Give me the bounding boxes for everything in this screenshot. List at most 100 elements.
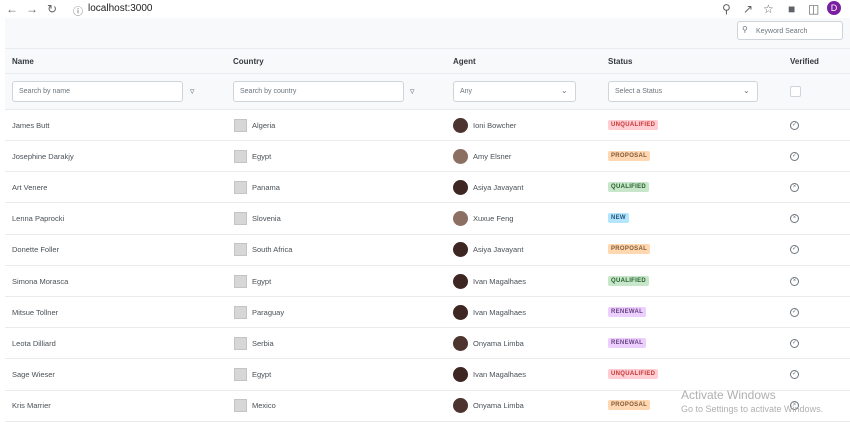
name-cell: Josephine Darakjy <box>12 151 74 161</box>
share-icon[interactable]: ↗ <box>743 2 754 16</box>
country-cell: Serbia <box>252 338 274 348</box>
agent-cell: Asiya Javayant <box>473 182 524 192</box>
table-row[interactable] <box>5 297 850 329</box>
name-cell: James Butt <box>12 120 50 130</box>
agent-cell: Xuxue Feng <box>473 214 514 224</box>
reload-button[interactable]: ↻ <box>47 2 58 16</box>
status-badge: UNQUALIFIED <box>608 369 659 380</box>
status-badge: PROPOSAL <box>608 244 651 255</box>
column-header[interactable]: Status <box>608 57 633 66</box>
country-flag <box>234 118 247 132</box>
status-badge: QUALIFIED <box>608 275 650 286</box>
name-cell: Lenna Paprocki <box>12 214 65 224</box>
sidepanel-icon[interactable]: ◫ <box>808 2 820 16</box>
extensions-icon[interactable]: ■ <box>788 2 796 16</box>
agent-avatar <box>453 179 468 195</box>
name-cell: Sage Wieser <box>12 370 55 380</box>
verified-icon: × <box>790 276 799 286</box>
browser-bar <box>0 0 850 18</box>
country-flag <box>234 274 247 288</box>
table-row[interactable] <box>5 172 850 204</box>
agent-cell: Onyama Limba <box>473 338 524 348</box>
agent-avatar <box>453 367 468 383</box>
table-row[interactable] <box>5 360 850 391</box>
agent-avatar <box>453 242 468 258</box>
filter-icon[interactable]: ▿ <box>410 86 415 96</box>
table-row[interactable] <box>5 391 850 422</box>
keyword-search[interactable]: Keyword Search <box>737 21 843 40</box>
country-cell: South Africa <box>252 245 293 255</box>
table-row[interactable] <box>5 328 850 360</box>
verified-icon: ✓ <box>790 338 799 348</box>
agent-avatar <box>453 211 468 227</box>
country-flag <box>234 399 247 413</box>
column-header[interactable]: Country <box>233 57 264 66</box>
info-icon: ⓘ <box>73 7 83 18</box>
agent-cell: Asiya Javayant <box>473 245 524 255</box>
watermark-title: Activate Windows <box>681 388 776 402</box>
verified-filter[interactable] <box>790 86 801 97</box>
agent-cell: Ivan Magalhaes <box>473 370 526 380</box>
status-badge: PROPOSAL <box>608 150 651 161</box>
country-cell: Paraguay <box>252 307 285 317</box>
bookmark-icon[interactable]: ☆ <box>763 2 774 16</box>
table-row[interactable] <box>5 110 850 141</box>
status-filter[interactable]: Select a Status <box>608 81 758 102</box>
column-header[interactable]: Name <box>12 57 34 66</box>
country-cell: Mexico <box>252 401 276 411</box>
country-cell: Egypt <box>252 276 272 286</box>
name-cell: Art Venere <box>12 182 48 192</box>
agent-avatar <box>453 304 468 320</box>
status-badge: NEW <box>608 213 629 224</box>
agent-avatar <box>453 273 468 289</box>
column-header[interactable]: Verified <box>790 57 819 66</box>
verified-icon: ✓ <box>790 151 799 161</box>
agent-cell: Amy Elsner <box>473 151 512 161</box>
search-icon: ⚲ <box>742 25 748 34</box>
dropdown-arrow: ⌄ <box>743 86 750 95</box>
name-filter[interactable]: Search by name <box>12 81 183 102</box>
name-cell: Leota Dilliard <box>12 338 56 348</box>
status-badge: PROPOSAL <box>608 400 651 411</box>
country-cell: Slovenia <box>252 214 281 224</box>
status-badge: UNQUALIFIED <box>608 119 659 130</box>
address-bar[interactable]: localhost:3000 <box>88 3 153 14</box>
country-flag <box>234 180 247 194</box>
agent-filter[interactable]: Any <box>453 81 576 102</box>
agent-cell: Ivan Magalhaes <box>473 307 526 317</box>
status-badge: QUALIFIED <box>608 181 650 192</box>
agent-avatar <box>453 117 468 133</box>
table-row[interactable] <box>5 266 850 297</box>
table-row[interactable] <box>5 204 850 235</box>
country-filter[interactable]: Search by country <box>233 81 404 102</box>
verified-icon: ✓ <box>790 307 799 317</box>
table-row[interactable] <box>5 235 850 266</box>
verified-icon: ✓ <box>790 245 799 255</box>
agent-avatar <box>453 148 468 164</box>
agent-cell: Ivan Magalhaes <box>473 276 526 286</box>
verified-icon: × <box>790 401 799 411</box>
country-flag <box>234 149 247 163</box>
table-row[interactable] <box>5 141 850 173</box>
agent-cell: Onyama Limba <box>473 401 524 411</box>
verified-icon: ✓ <box>790 120 799 130</box>
table-toolbar <box>5 18 850 49</box>
name-cell: Donette Foller <box>12 245 60 255</box>
profile-avatar[interactable]: D <box>827 1 841 15</box>
filter-icon[interactable]: ▿ <box>190 86 195 96</box>
column-header[interactable]: Agent <box>453 57 476 66</box>
header-row <box>5 49 850 74</box>
country-flag <box>234 243 247 257</box>
country-flag <box>234 368 247 382</box>
country-cell: Egypt <box>252 151 272 161</box>
country-cell: Egypt <box>252 370 272 380</box>
back-button[interactable]: ← <box>6 2 18 16</box>
status-badge: RENEWAL <box>608 306 647 317</box>
forward-button[interactable]: → <box>26 2 38 16</box>
agent-avatar <box>453 335 468 351</box>
name-cell: Simona Morasca <box>12 276 69 286</box>
zoom-icon[interactable]: ⚲ <box>722 2 731 16</box>
status-badge: RENEWAL <box>608 337 647 348</box>
country-flag <box>234 305 247 319</box>
